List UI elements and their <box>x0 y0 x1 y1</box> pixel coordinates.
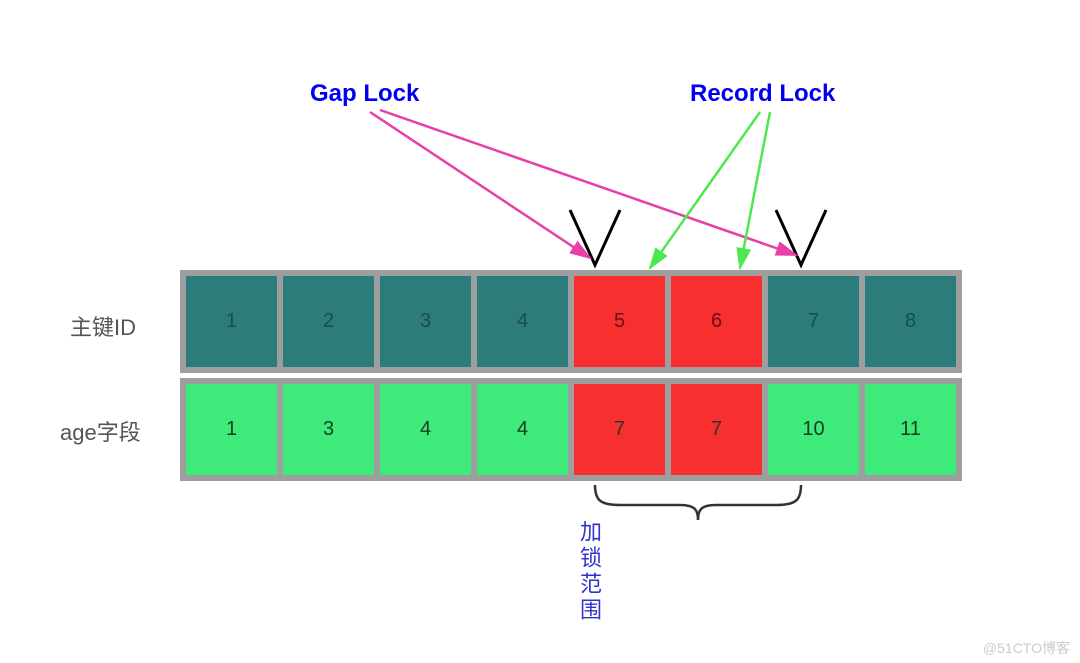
gap-lock-arrow <box>370 112 590 258</box>
curly-brace <box>595 485 801 520</box>
age-cell: 11 <box>862 381 959 478</box>
pk-cell: 4 <box>474 273 571 370</box>
lock-range-label: 加锁范围 <box>573 520 605 624</box>
v-marker-right <box>776 210 826 265</box>
age-cell: 10 <box>765 381 862 478</box>
age-row-label: age字段 <box>60 415 141 447</box>
age-cell: 4 <box>474 381 571 478</box>
pk-cell: 3 <box>377 273 474 370</box>
v-marker-left <box>570 210 620 265</box>
gap-lock-label: Gap Lock <box>310 80 419 108</box>
pk-row-label: 主键ID <box>70 310 136 342</box>
pk-cell: 2 <box>280 273 377 370</box>
age-cell-locked: 7 <box>668 381 765 478</box>
gap-lock-arrow <box>380 110 796 255</box>
lock-diagram: Gap Lock Record Lock 主键ID age字段 1 2 3 4 … <box>0 0 1080 663</box>
age-row: 1 3 4 4 7 7 10 11 <box>180 378 962 481</box>
pk-cell-locked: 5 <box>571 273 668 370</box>
pk-row: 1 2 3 4 5 6 7 8 <box>180 270 962 373</box>
pk-cell: 8 <box>862 273 959 370</box>
age-cell: 1 <box>183 381 280 478</box>
age-cell: 4 <box>377 381 474 478</box>
record-lock-arrow <box>650 112 760 268</box>
record-lock-label: Record Lock <box>690 80 835 108</box>
pk-cell: 1 <box>183 273 280 370</box>
age-cell: 3 <box>280 381 377 478</box>
pk-cell: 7 <box>765 273 862 370</box>
record-lock-arrow <box>740 112 770 268</box>
pk-cell-locked: 6 <box>668 273 765 370</box>
age-cell-locked: 7 <box>571 381 668 478</box>
watermark: @51CTO博客 <box>983 638 1070 658</box>
